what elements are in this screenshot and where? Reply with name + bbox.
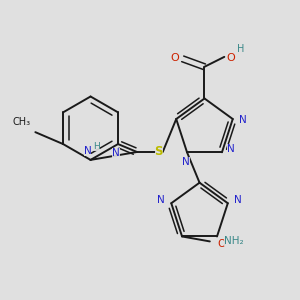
Text: H: H	[93, 142, 100, 151]
Text: O: O	[227, 53, 236, 63]
Text: H: H	[238, 44, 245, 54]
Text: S: S	[154, 146, 163, 158]
Text: N: N	[227, 144, 235, 154]
Text: N: N	[112, 148, 120, 158]
Text: CH₃: CH₃	[12, 117, 30, 127]
Text: N: N	[84, 146, 92, 156]
Text: N: N	[182, 157, 190, 167]
Text: O: O	[170, 53, 179, 63]
Text: NH₂: NH₂	[224, 236, 243, 246]
Text: N: N	[158, 195, 165, 205]
Text: O: O	[218, 239, 226, 249]
Text: N: N	[239, 115, 247, 125]
Text: N: N	[234, 195, 242, 205]
